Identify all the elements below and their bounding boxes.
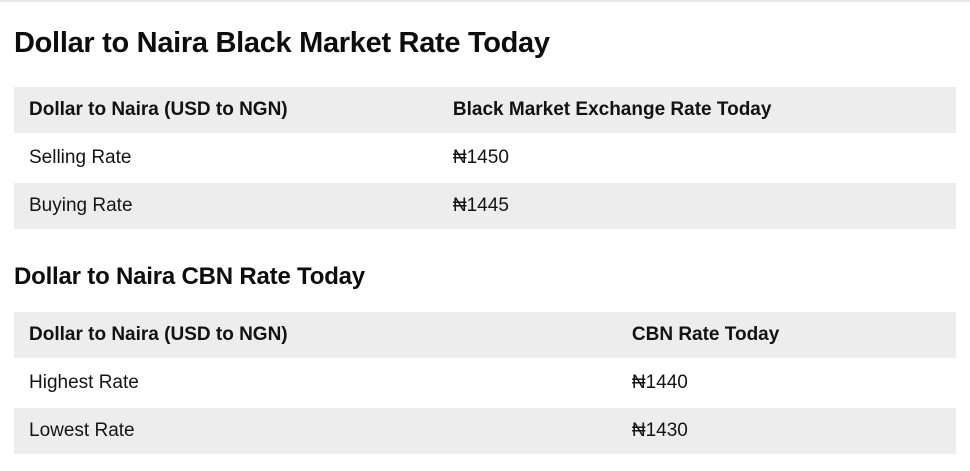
column-header-currency-pair: Dollar to Naira (USD to NGN) xyxy=(14,311,617,360)
table-row-highest-rate: Highest Rate ₦1440 xyxy=(14,359,956,408)
table-header-row: Dollar to Naira (USD to NGN) Black Marke… xyxy=(14,86,956,135)
table-row-lowest-rate: Lowest Rate ₦1430 xyxy=(14,407,956,456)
column-header-cbn-rate: CBN Rate Today xyxy=(616,311,956,360)
rate-label-cell: Buying Rate xyxy=(14,182,438,231)
black-market-rate-table: Dollar to Naira (USD to NGN) Black Marke… xyxy=(14,86,956,231)
rate-label-cell: Lowest Rate xyxy=(14,407,617,456)
table-row-selling-rate: Selling Rate ₦1450 xyxy=(14,134,956,183)
column-header-black-market-rate: Black Market Exchange Rate Today xyxy=(437,86,956,135)
top-edge-divider xyxy=(0,0,970,2)
heading-cbn-rate: Dollar to Naira CBN Rate Today xyxy=(14,262,365,290)
table-header-row: Dollar to Naira (USD to NGN) CBN Rate To… xyxy=(14,311,956,360)
rate-value-cell: ₦1430 xyxy=(616,407,956,456)
column-header-currency-pair: Dollar to Naira (USD to NGN) xyxy=(14,86,438,135)
cbn-rate-table: Dollar to Naira (USD to NGN) CBN Rate To… xyxy=(14,311,956,456)
rate-label-cell: Selling Rate xyxy=(14,134,438,183)
content-area: Dollar to Naira Black Market Rate Today … xyxy=(0,26,970,456)
rate-value-cell: ₦1450 xyxy=(437,134,956,183)
heading-black-market-rate: Dollar to Naira Black Market Rate Today xyxy=(14,27,550,59)
rate-value-cell: ₦1445 xyxy=(437,182,956,231)
rate-label-cell: Highest Rate xyxy=(14,359,617,408)
table-row-buying-rate: Buying Rate ₦1445 xyxy=(14,182,956,231)
rate-value-cell: ₦1440 xyxy=(616,359,956,408)
